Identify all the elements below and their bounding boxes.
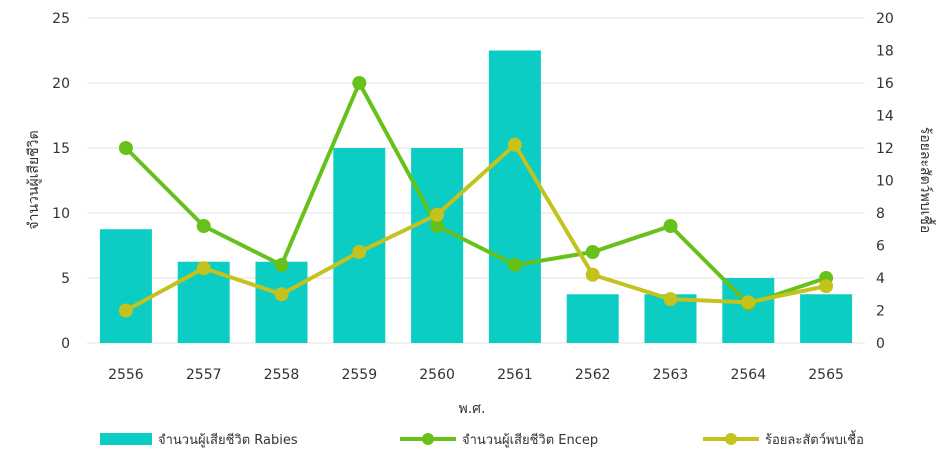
point-percent [507,137,522,152]
left-tick-label: 5 [61,271,70,287]
legend-label-rabies: จำนวนผู้เสียชีวิต Rabies [158,432,298,448]
right-tick-label: 10 [876,174,894,190]
right-axis-ticks: 0 2 4 6 8 10 12 14 16 18 20 [876,11,894,352]
point-encep [352,76,367,90]
point-encep [507,258,522,272]
right-tick-label: 12 [876,141,894,157]
left-axis-ticks: 0 5 10 15 20 25 [52,11,70,352]
x-tick-label: 2558 [264,367,300,383]
legend: จำนวนผู้เสียชีวิต Rabies จำนวนผู้เสียชีว… [100,430,864,448]
bar-rabies [800,294,853,343]
x-axis-title: พ.ศ. [458,401,485,417]
point-percent [819,279,834,294]
x-tick-label: 2559 [341,367,377,383]
x-tick-label: 2562 [575,367,611,383]
point-percent [118,303,133,318]
left-tick-label: 20 [52,76,70,92]
right-tick-label: 16 [876,76,894,92]
left-axis-title: จำนวนผู้เสียชีวิต [26,130,42,229]
x-tick-label: 2565 [808,367,844,383]
point-encep [274,258,289,272]
line-encep [123,81,829,306]
point-percent [585,267,600,282]
right-tick-label: 20 [876,11,894,27]
line-percent [123,142,829,313]
left-tick-label: 15 [52,141,70,157]
point-encep [196,219,211,233]
right-tick-label: 8 [876,206,885,222]
right-tick-label: 2 [876,304,885,320]
legend-swatch-percent-marker [725,433,737,445]
right-axis-title: ร้อยละสัตว์พบเชื้อ [917,127,936,234]
x-tick-label: 2560 [419,367,455,383]
x-tick-label: 2561 [497,367,533,383]
legend-label-percent: ร้อยละสัตว์พบเชื้อ [765,430,864,448]
legend-swatch-rabies [100,433,152,445]
point-encep [430,219,445,233]
point-percent [741,295,756,310]
bar-rabies [411,148,464,343]
point-encep [663,219,678,233]
bar-rabies [255,261,308,343]
x-tick-label: 2563 [653,367,689,383]
right-tick-label: 0 [876,336,885,352]
x-tick-label: 2557 [186,367,222,383]
point-encep [585,245,600,259]
right-tick-label: 6 [876,239,885,255]
x-axis-ticks: 2556 2557 2558 2559 2560 2561 2562 2563 2564 2565 [108,367,844,383]
point-encep [118,141,133,155]
point-percent [274,287,289,302]
right-tick-label: 18 [876,44,894,60]
left-tick-label: 0 [61,336,70,352]
line-series [118,76,834,318]
right-tick-label: 14 [876,109,894,125]
left-tick-label: 10 [52,206,70,222]
point-percent [430,207,445,222]
legend-swatch-encep-marker [422,433,434,445]
x-tick-label: 2556 [108,367,144,383]
point-percent [663,292,678,307]
right-tick-label: 4 [876,271,885,287]
left-tick-label: 25 [52,11,70,27]
point-percent [352,245,367,259]
bar-rabies [488,50,541,343]
point-percent [196,261,211,276]
x-tick-label: 2564 [730,367,766,383]
bar-series [99,50,853,343]
bar-rabies [99,229,152,343]
bar-rabies [566,294,619,343]
legend-label-encep: จำนวนผู้เสียชีวิต Encep [462,432,598,448]
